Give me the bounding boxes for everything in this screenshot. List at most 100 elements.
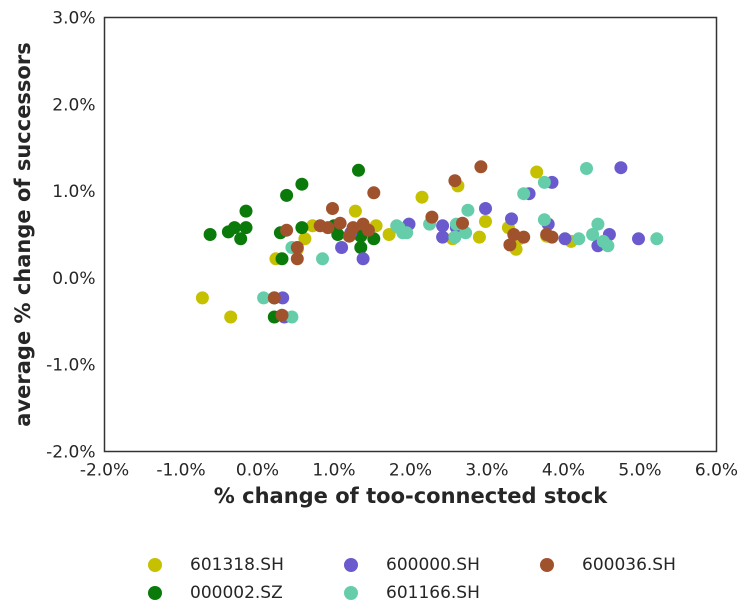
point-000002.SZ: [203, 228, 217, 241]
x-tick-labels: -2.0% -1.0% 0.0% 1.0% 2.0% 3.0% 4.0% 5.0% 6.0%: [80, 461, 738, 481]
point-600036.SH: [280, 223, 294, 237]
point-601166.SH: [448, 230, 462, 244]
point-600036.SH: [367, 186, 381, 200]
x-tick-label: 1.0%: [312, 461, 355, 481]
point-600036.SH: [275, 308, 289, 322]
legend-marker: [148, 586, 162, 600]
y-tick-label: 0.0%: [52, 269, 95, 289]
y-tick-label: -1.0%: [46, 356, 95, 376]
legend-marker: [344, 558, 358, 572]
point-000002.SZ: [352, 163, 365, 177]
point-600036.SH: [361, 223, 375, 237]
point-600036.SH: [326, 202, 339, 215]
legend-label: 600000.SH: [386, 555, 480, 575]
point-600036.SH: [425, 210, 439, 224]
point-601318.SH: [298, 232, 312, 246]
legend-label: 601318.SH: [190, 555, 284, 575]
x-tick-label: 5.0%: [618, 461, 661, 481]
point-600036.SH: [290, 252, 304, 266]
x-tick-label: 2.0%: [389, 461, 432, 481]
point-600000.SH: [505, 212, 518, 226]
x-tick-label: 4.0%: [542, 461, 585, 481]
point-600036.SH: [321, 221, 335, 235]
point-000002.SZ: [295, 177, 309, 191]
legend-label: 000002.SZ: [190, 583, 283, 603]
y-tick-label: -2.0%: [46, 443, 95, 463]
point-601166.SH: [517, 187, 531, 201]
point-600036.SH: [545, 230, 559, 244]
legend-item: 600036.SH: [532, 551, 728, 579]
plot-frame: [103, 16, 718, 453]
point-601166.SH: [537, 175, 551, 189]
point-600000.SH: [436, 230, 450, 244]
point-601318.SH: [348, 204, 362, 218]
point-000002.SZ: [275, 252, 289, 266]
legend-item: 000002.SZ: [140, 579, 336, 607]
point-601166.SH: [580, 162, 593, 175]
point-601166.SH: [257, 291, 271, 305]
point-600000.SH: [558, 232, 572, 246]
point-600000.SH: [632, 232, 645, 246]
point-601166.SH: [316, 252, 329, 266]
y-axis-label: average % change of successors: [11, 42, 35, 426]
data-points: [195, 160, 664, 324]
legend-marker: [148, 558, 162, 572]
point-601166.SH: [650, 232, 664, 246]
point-601166.SH: [537, 213, 551, 227]
point-600036.SH: [448, 174, 462, 188]
y-tick-label: 3.0%: [52, 9, 95, 29]
point-601166.SH: [601, 239, 615, 253]
point-601318.SH: [382, 228, 396, 241]
point-601318.SH: [415, 190, 429, 204]
y-tick-label: 2.0%: [52, 95, 95, 115]
point-000002.SZ: [239, 204, 253, 218]
point-601318.SH: [195, 291, 209, 305]
point-000002.SZ: [280, 188, 294, 202]
legend-label: 601166.SH: [386, 583, 480, 603]
x-tick-label: 6.0%: [695, 461, 738, 481]
legend-marker: [540, 558, 554, 572]
point-600000.SH: [335, 241, 349, 254]
point-000002.SZ: [228, 221, 241, 235]
point-601318.SH: [479, 215, 492, 228]
point-601166.SH: [591, 217, 605, 231]
x-tick-label: 3.0%: [465, 461, 508, 481]
point-601318.SH: [224, 310, 238, 324]
point-600000.SH: [356, 252, 370, 266]
point-000002.SZ: [295, 221, 309, 235]
legend: 601318.SH 000002.SZ 600000.SH 601166.SH 6000…: [140, 551, 700, 607]
point-601318.SH: [530, 165, 544, 179]
point-601166.SH: [285, 310, 299, 324]
point-600000.SH: [479, 202, 492, 215]
point-601318.SH: [472, 230, 486, 244]
legend-item: 600000.SH: [336, 551, 532, 579]
point-600000.SH: [614, 161, 628, 175]
point-600036.SH: [474, 160, 488, 174]
point-000002.SZ: [354, 241, 368, 254]
point-601166.SH: [586, 228, 600, 241]
point-600036.SH: [507, 228, 521, 241]
point-600036.SH: [456, 216, 469, 230]
legend-item: 601318.SH: [140, 551, 336, 579]
x-tick-label: -1.0%: [156, 461, 205, 481]
y-tick-label: 1.0%: [52, 182, 95, 202]
point-000002.SZ: [239, 221, 253, 235]
point-000002.SZ: [234, 232, 248, 246]
legend-marker: [344, 586, 358, 600]
x-tick-label: -2.0%: [80, 461, 129, 481]
x-axis-label: % change of too-connected stock: [214, 484, 608, 508]
point-000002.SZ: [331, 228, 345, 241]
legend-item: 601166.SH: [336, 579, 532, 607]
point-600036.SH: [503, 238, 517, 252]
legend-label: 600036.SH: [582, 555, 676, 575]
point-600036.SH: [517, 230, 531, 244]
point-600036.SH: [290, 241, 304, 254]
point-601166.SH: [461, 203, 475, 217]
point-601166.SH: [400, 226, 414, 240]
x-tick-label: 0.0%: [236, 461, 279, 481]
point-600036.SH: [267, 291, 281, 305]
point-601166.SH: [572, 232, 586, 246]
point-600036.SH: [333, 216, 347, 230]
point-600000.SH: [436, 219, 450, 233]
y-tick-labels: 3.0% 2.0% 1.0% 0.0% -1.0% -2.0%: [46, 9, 95, 463]
